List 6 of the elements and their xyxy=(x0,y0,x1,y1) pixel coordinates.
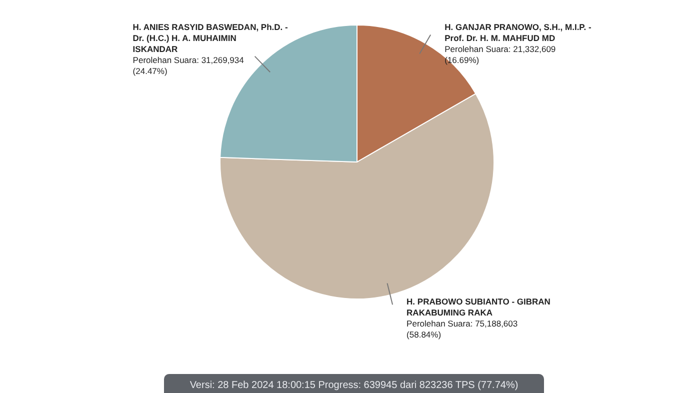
text: Versi: 28 Feb 2024 18:00:15 Progress: 639945 dari 823236 TPS (77.74%) xyxy=(190,380,518,391)
data-label: Perolehan Suara: 31,269,934 (24.47%) xyxy=(132,55,244,76)
data-label: Perolehan Suara: 75,188,603 (58.84%) xyxy=(406,318,518,340)
slice-label: H. ANIES RASYID BASWEDAN, Ph.D. - Dr. (H.C.) H. A. MUHAIMIN ISKANDAR xyxy=(132,22,288,54)
slice-label: H. PRABOWO SUBIANTO - GIBRAN RAKABUMING RAKA xyxy=(406,296,550,318)
slice-label: H. GANJAR PRANOWO, S.H., M.I.P. - Prof. Dr. H. M. MAHFUD MD xyxy=(444,22,592,43)
